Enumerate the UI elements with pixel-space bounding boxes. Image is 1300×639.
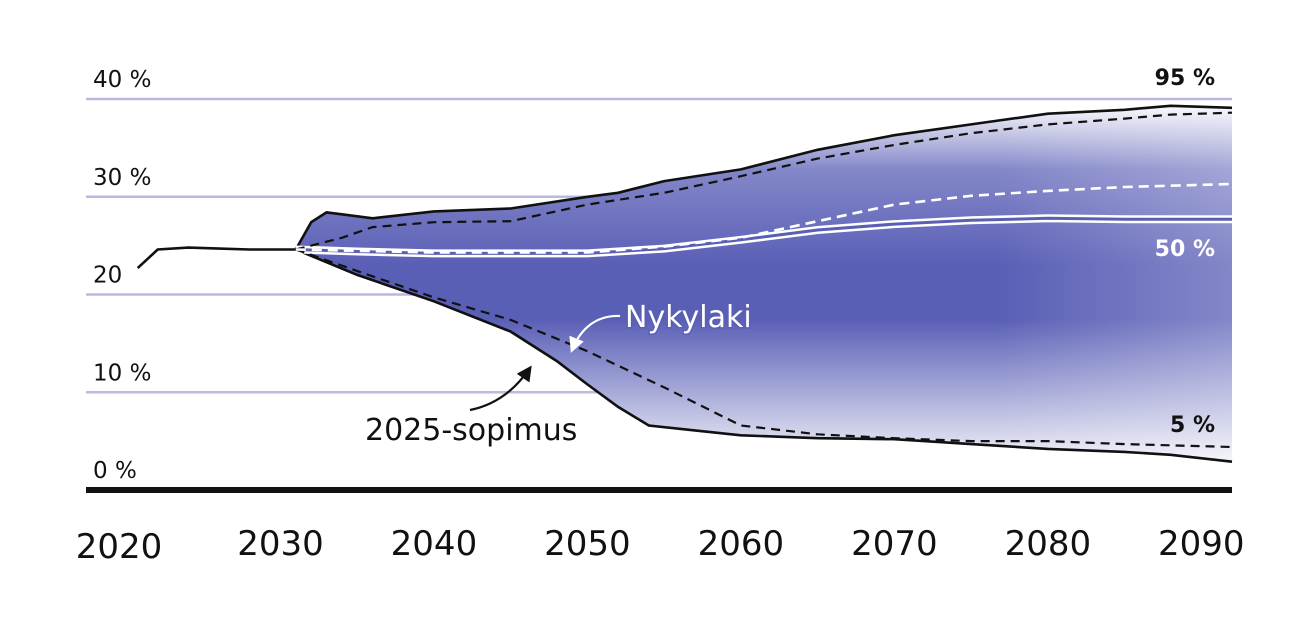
label-95-percent: 95 % <box>1155 66 1215 91</box>
2025-sopimus-p95-line <box>294 104 1233 251</box>
y-tick-label: 30 % <box>93 165 151 191</box>
x-tick-label: 2050 <box>544 524 631 564</box>
y-tick-label: 0 % <box>93 458 137 484</box>
arrow-2025-sopimus-icon <box>469 365 532 412</box>
series-lines <box>136 104 1233 463</box>
2025-sopimus-p50-line-inner <box>295 216 1232 255</box>
x-tick-label: 2090 <box>1158 524 1245 564</box>
x-tick-label: 2070 <box>851 524 938 564</box>
nykylaki-p5-line <box>295 248 1233 449</box>
historical-line <box>136 246 296 270</box>
x-tick-label: 2060 <box>698 524 785 564</box>
x-tick-label: 2080 <box>1005 524 1092 564</box>
y-tick-label: 20 <box>93 263 122 289</box>
label-50-percent: 50 % <box>1155 237 1215 262</box>
annotation-nykylaki: Nykylaki <box>625 300 752 335</box>
label-5-percent: 5 % <box>1170 413 1215 438</box>
band-fade-right <box>295 105 1232 462</box>
2025-sopimus-p5-line <box>295 248 1233 463</box>
arrow-nykylaki-icon <box>569 314 621 353</box>
y-tick-label: 10 % <box>93 360 151 386</box>
x-tick-label: 2030 <box>237 524 324 564</box>
annotation-2025-sopimus: 2025-sopimus <box>365 413 577 448</box>
nykylaki-p95-line <box>295 111 1233 251</box>
x-tick-label: 2020 <box>76 527 163 567</box>
x-tick-labels: 2020 2030 2040 2050 2060 2070 2080 2090 <box>76 524 1245 567</box>
y-tick-labels: 0 % 10 % 20 30 % 40 % <box>93 67 151 484</box>
x-tick-label: 2040 <box>391 524 478 564</box>
percentile-band <box>295 105 1232 462</box>
nykylaki-p50-line <box>295 182 1233 254</box>
y-tick-label: 40 % <box>93 67 151 93</box>
